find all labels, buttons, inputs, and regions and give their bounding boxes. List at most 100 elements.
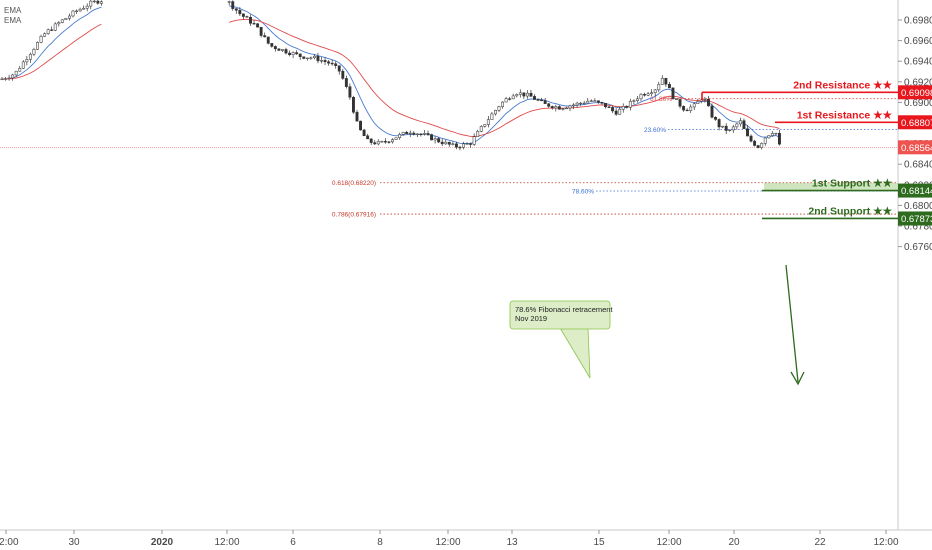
candle-body [490, 113, 494, 120]
candle-body [522, 92, 526, 97]
price-tick-label: 0.67600 [904, 242, 932, 253]
level-badge [898, 85, 932, 100]
candle-body [78, 8, 82, 12]
candle-body [284, 49, 288, 54]
time-axis[interactable]: 12:00 30 2020 12:00 6 8 12:00 13 15 12:00 20 22 12:0… [0, 530, 899, 548]
candle-body [646, 93, 650, 96]
candle-body [316, 55, 320, 62]
candle-body [678, 99, 682, 107]
candle-body [607, 106, 611, 108]
candle-body [391, 139, 394, 143]
candle-body [71, 10, 75, 17]
candle-body [529, 92, 533, 97]
candle-body [256, 23, 260, 28]
candle-body [483, 124, 487, 127]
candle-body [749, 135, 753, 142]
candle-body [760, 143, 764, 148]
time-tick-label: 12:00 [214, 537, 239, 548]
candle-body [756, 145, 760, 148]
candle-body [575, 102, 579, 106]
candle-body [653, 89, 657, 93]
candle-body [494, 110, 497, 115]
time-tick-label: 15 [593, 537, 605, 548]
candle-body [643, 94, 646, 96]
level-label: 2nd Resistance ★★ [793, 79, 892, 91]
candle-body [685, 109, 689, 112]
candle-body [632, 100, 636, 102]
candle-body [486, 119, 490, 125]
last-price-badge [898, 140, 932, 155]
candle-body [263, 35, 267, 38]
candle-body [479, 126, 483, 132]
candle-body [330, 62, 334, 65]
candle-body [515, 94, 519, 97]
fib-label: 23.60% [644, 127, 666, 134]
candle-body [767, 135, 771, 139]
fib-label: 78.60% [572, 188, 594, 195]
candle-body [362, 129, 366, 137]
time-tick-label: 13 [506, 537, 518, 548]
candle-body [497, 106, 501, 111]
time-tick-label: 30 [68, 537, 80, 548]
candle-body [369, 138, 373, 143]
support-zone [764, 182, 898, 191]
candle-body [671, 87, 675, 99]
candle-body [259, 26, 263, 36]
candle-body [525, 92, 529, 97]
candle-body [692, 103, 696, 108]
candle-body [241, 13, 245, 17]
candle-body [309, 57, 313, 59]
candle-body [373, 142, 377, 145]
candle-body [11, 74, 15, 79]
candle-body [675, 98, 678, 100]
candle-body [320, 60, 323, 62]
level-badge [898, 211, 932, 226]
time-tick-label: 12:00 [656, 537, 681, 548]
candle-body [621, 106, 625, 110]
candle-body [337, 65, 341, 72]
candle-body [707, 98, 710, 107]
ema-label-1[interactable]: EMA [4, 6, 22, 15]
candle-body [266, 36, 270, 44]
candle-body [579, 102, 583, 105]
callout-line-2: Nov 2019 [515, 314, 547, 323]
fibonacci-lines: 0.618(0.68220) 0.786(0.67916) 23.60% 78.60%… [332, 96, 898, 218]
candle-body [682, 106, 686, 111]
candle-body [4, 78, 7, 80]
candle-body [383, 141, 387, 143]
candle-body [451, 143, 455, 145]
candle-body [423, 133, 426, 135]
candle-body [281, 49, 284, 51]
candle-body [68, 15, 71, 19]
candle-body [763, 137, 767, 144]
candle-body [28, 53, 32, 60]
candle-body [50, 29, 54, 31]
candle-body [288, 52, 292, 55]
candle-body [355, 111, 359, 122]
fib-callout: 78.6% Fibonacci retracement Nov 2019 [509, 300, 613, 379]
candle-body [650, 92, 654, 95]
candle-body [714, 117, 717, 120]
candle-body [334, 63, 338, 66]
candle-body [43, 33, 47, 37]
ema-label-2[interactable]: EMA [4, 16, 22, 25]
time-tick-label: 2020 [151, 537, 174, 548]
candle-body [639, 94, 643, 100]
time-tick-label: 12:00 [873, 537, 898, 548]
candle-body [476, 131, 480, 137]
level-label: 1st Resistance ★★ [797, 109, 893, 121]
ema-lines [1, 5, 780, 145]
candle-body [550, 106, 554, 109]
candle-body [547, 103, 551, 107]
candle-body [664, 77, 668, 85]
candle-body [305, 57, 309, 60]
candle-body [504, 98, 508, 103]
candle-body [433, 138, 437, 141]
candle-body [21, 61, 25, 69]
candle-body [238, 10, 242, 15]
candle-body [252, 23, 256, 25]
candle-body [405, 131, 409, 135]
candle-body [53, 23, 57, 31]
